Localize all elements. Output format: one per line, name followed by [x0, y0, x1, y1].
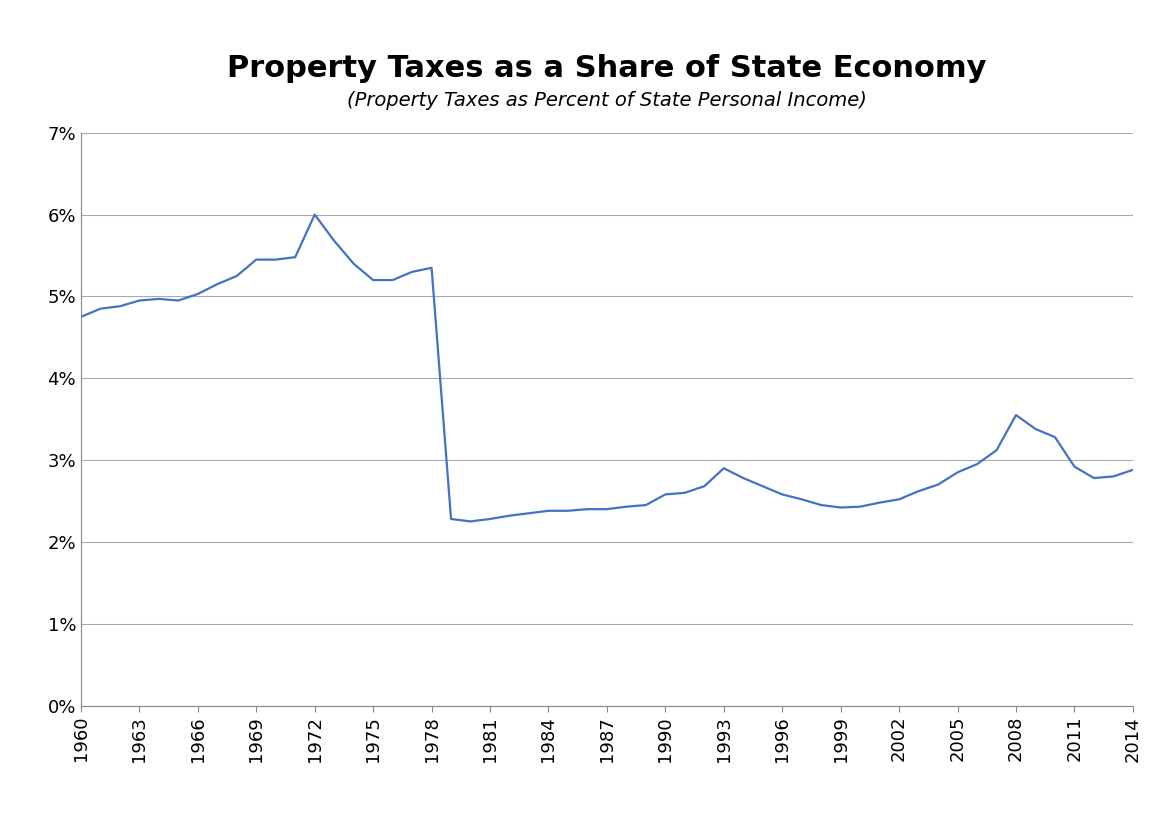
Text: (Property Taxes as Percent of State Personal Income): (Property Taxes as Percent of State Pers…	[347, 91, 867, 110]
Title: Property Taxes as a Share of State Economy: Property Taxes as a Share of State Econo…	[227, 54, 987, 83]
